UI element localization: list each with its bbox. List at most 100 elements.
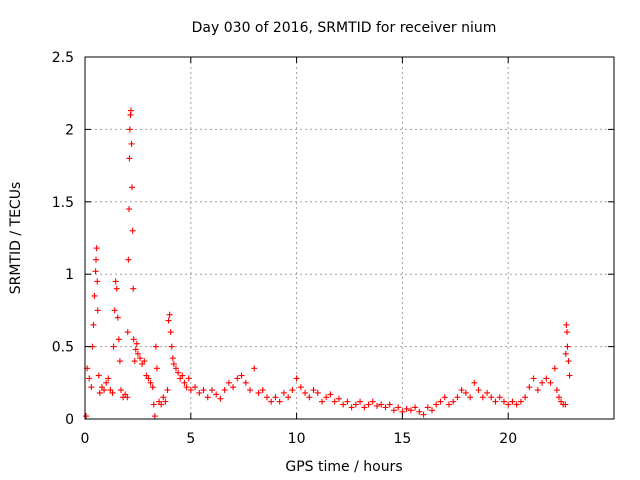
y-tick-label: 0.5	[52, 340, 74, 356]
data-point	[251, 365, 258, 372]
data-point	[555, 394, 562, 401]
data-point	[93, 256, 100, 263]
data-point	[204, 394, 211, 401]
data-point	[530, 375, 537, 382]
data-point	[310, 387, 317, 394]
data-point	[90, 321, 97, 328]
data-point	[238, 372, 245, 379]
data-point	[130, 336, 137, 343]
data-point	[412, 404, 419, 411]
data-point	[551, 365, 558, 372]
data-point	[183, 384, 190, 391]
data-point	[331, 398, 338, 405]
data-point	[369, 398, 376, 405]
data-point	[454, 394, 461, 401]
data-point	[147, 379, 154, 386]
data-point	[547, 379, 554, 386]
data-point	[285, 394, 292, 401]
data-point	[382, 404, 389, 411]
data-point	[496, 394, 503, 401]
data-point	[276, 398, 283, 405]
data-point	[395, 404, 402, 411]
data-point	[302, 389, 309, 396]
data-point	[416, 408, 423, 415]
x-axis-label: GPS time / hours	[285, 459, 402, 475]
data-point	[471, 379, 478, 386]
data-point	[126, 155, 133, 162]
y-tick-label: 2	[65, 122, 74, 138]
data-point	[407, 407, 414, 414]
data-point	[484, 389, 491, 396]
data-point	[230, 384, 237, 391]
data-point	[344, 398, 351, 405]
data-point	[152, 343, 159, 350]
data-point	[187, 387, 194, 394]
data-point	[566, 372, 573, 379]
data-point	[196, 389, 203, 396]
data-point	[272, 394, 279, 401]
data-point	[441, 394, 448, 401]
data-point	[96, 389, 103, 396]
data-point	[83, 413, 90, 420]
data-point	[158, 401, 165, 408]
data-point	[105, 375, 112, 382]
data-point	[357, 398, 364, 405]
x-tick-label: 5	[186, 431, 195, 447]
data-point	[543, 375, 550, 382]
data-point	[88, 384, 95, 391]
data-point	[132, 346, 139, 353]
data-point	[255, 389, 262, 396]
data-point	[126, 126, 133, 133]
data-point	[433, 401, 440, 408]
data-point	[386, 401, 393, 408]
data-point	[86, 375, 93, 382]
data-point	[112, 278, 119, 285]
data-point	[509, 398, 516, 405]
y-tick-label: 1	[65, 267, 74, 283]
data-point	[450, 398, 457, 405]
data-point	[475, 387, 482, 394]
data-point	[165, 317, 172, 324]
data-point	[565, 358, 572, 365]
data-point	[513, 401, 520, 408]
x-tick-labels: 0 5 10 15 20	[81, 431, 518, 447]
data-point	[225, 379, 232, 386]
data-point	[374, 402, 381, 409]
data-point	[259, 387, 266, 394]
data-point	[208, 387, 215, 394]
data-point	[131, 358, 138, 365]
grid	[85, 57, 614, 419]
data-point	[318, 398, 325, 405]
data-point	[492, 398, 499, 405]
data-point	[500, 398, 507, 405]
data-point	[221, 387, 228, 394]
data-point	[297, 384, 304, 391]
data-point	[390, 407, 397, 414]
data-point	[169, 355, 176, 362]
data-point	[128, 184, 135, 191]
data-point	[181, 379, 188, 386]
data-point	[150, 401, 157, 408]
x-tick-label: 10	[288, 431, 306, 447]
data-point	[517, 398, 524, 405]
axis-ticks	[84, 56, 614, 420]
data-point	[424, 404, 431, 411]
x-tick-label: 0	[81, 431, 90, 447]
data-point	[467, 394, 474, 401]
data-point	[124, 329, 131, 336]
data-point	[335, 395, 342, 402]
data-point	[263, 394, 270, 401]
data-point	[170, 360, 177, 367]
data-point	[93, 245, 100, 252]
data-point	[92, 268, 99, 275]
data-point	[128, 140, 135, 147]
data-point	[160, 394, 167, 401]
data-point	[91, 292, 98, 299]
data-point	[234, 375, 241, 382]
data-point	[429, 407, 436, 414]
data-point	[378, 401, 385, 408]
data-point	[458, 387, 465, 394]
data-point	[361, 404, 368, 411]
data-point	[111, 307, 118, 314]
data-point	[488, 394, 495, 401]
